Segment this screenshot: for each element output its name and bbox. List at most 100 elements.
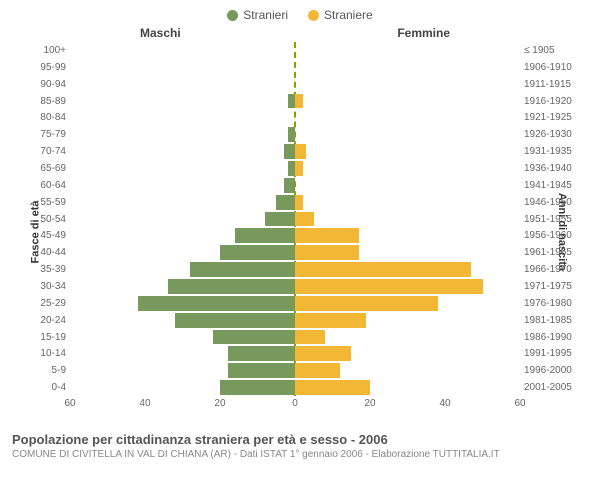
pyramid-row: 75-791926-1930 bbox=[70, 126, 520, 143]
birth-label: 1931-1935 bbox=[524, 146, 578, 157]
bar-area bbox=[70, 329, 520, 346]
birth-label: ≤ 1905 bbox=[524, 45, 578, 56]
female-bar bbox=[295, 144, 306, 159]
age-label: 35-39 bbox=[28, 264, 66, 275]
pyramid-row: 55-591946-1950 bbox=[70, 194, 520, 211]
legend-item-male: Stranieri bbox=[227, 8, 288, 22]
bar-area bbox=[70, 160, 520, 177]
age-label: 60-64 bbox=[28, 180, 66, 191]
bar-area bbox=[70, 93, 520, 110]
pyramid-row: 40-441961-1965 bbox=[70, 244, 520, 261]
age-label: 55-59 bbox=[28, 197, 66, 208]
x-tick: 40 bbox=[139, 398, 150, 409]
bar-area bbox=[70, 109, 520, 126]
male-bar bbox=[213, 330, 296, 345]
bar-area bbox=[70, 143, 520, 160]
age-label: 15-19 bbox=[28, 332, 66, 343]
birth-label: 1926-1930 bbox=[524, 129, 578, 140]
male-bar bbox=[288, 127, 296, 142]
bar-area bbox=[70, 312, 520, 329]
x-tick: 0 bbox=[292, 398, 298, 409]
x-tick: 20 bbox=[364, 398, 375, 409]
footer: Popolazione per cittadinanza straniera p… bbox=[0, 426, 600, 460]
legend-swatch-male bbox=[227, 10, 238, 21]
x-tick: 60 bbox=[514, 398, 525, 409]
pyramid-row: 95-991906-1910 bbox=[70, 59, 520, 76]
bar-area bbox=[70, 379, 520, 396]
birth-label: 1996-2000 bbox=[524, 365, 578, 376]
female-bar bbox=[295, 262, 471, 277]
birth-label: 1971-1975 bbox=[524, 281, 578, 292]
birth-label: 1916-1920 bbox=[524, 96, 578, 107]
birth-label: 1991-1995 bbox=[524, 348, 578, 359]
legend: Stranieri Straniere bbox=[0, 0, 600, 26]
birth-label: 1911-1915 bbox=[524, 79, 578, 90]
birth-label: 1966-1970 bbox=[524, 264, 578, 275]
female-bar bbox=[295, 212, 314, 227]
birth-label: 1956-1960 bbox=[524, 230, 578, 241]
birth-label: 1986-1990 bbox=[524, 332, 578, 343]
bar-area bbox=[70, 59, 520, 76]
male-bar bbox=[288, 161, 296, 176]
bar-area bbox=[70, 227, 520, 244]
bar-area bbox=[70, 362, 520, 379]
plot-area: 100+≤ 190595-991906-191090-941911-191585… bbox=[70, 42, 520, 396]
pyramid-row: 35-391966-1970 bbox=[70, 261, 520, 278]
age-label: 90-94 bbox=[28, 79, 66, 90]
pyramid-row: 45-491956-1960 bbox=[70, 227, 520, 244]
male-bar bbox=[220, 245, 295, 260]
male-bar bbox=[284, 178, 295, 193]
bar-area bbox=[70, 345, 520, 362]
pyramid-row: 50-541951-1955 bbox=[70, 211, 520, 228]
x-tick: 60 bbox=[64, 398, 75, 409]
pyramid-row: 80-841921-1925 bbox=[70, 109, 520, 126]
bar-area bbox=[70, 278, 520, 295]
age-label: 5-9 bbox=[28, 365, 66, 376]
male-bar bbox=[288, 94, 296, 109]
age-label: 80-84 bbox=[28, 112, 66, 123]
legend-label-male: Stranieri bbox=[243, 8, 288, 22]
bar-area bbox=[70, 42, 520, 59]
male-bar bbox=[284, 144, 295, 159]
bar-area bbox=[70, 261, 520, 278]
female-bar bbox=[295, 245, 359, 260]
age-label: 100+ bbox=[28, 45, 66, 56]
male-bar bbox=[265, 212, 295, 227]
legend-swatch-female bbox=[308, 10, 319, 21]
age-label: 25-29 bbox=[28, 298, 66, 309]
birth-label: 1981-1985 bbox=[524, 315, 578, 326]
age-label: 10-14 bbox=[28, 348, 66, 359]
age-label: 65-69 bbox=[28, 163, 66, 174]
bar-area bbox=[70, 295, 520, 312]
male-bar bbox=[175, 313, 295, 328]
male-side-title: Maschi bbox=[140, 26, 181, 40]
age-label: 40-44 bbox=[28, 247, 66, 258]
pyramid-row: 5-91996-2000 bbox=[70, 362, 520, 379]
birth-label: 1936-1940 bbox=[524, 163, 578, 174]
x-tick: 20 bbox=[214, 398, 225, 409]
female-bar bbox=[295, 363, 340, 378]
pyramid-row: 0-42001-2005 bbox=[70, 379, 520, 396]
pyramid-row: 70-741931-1935 bbox=[70, 143, 520, 160]
female-bar bbox=[295, 346, 351, 361]
age-label: 20-24 bbox=[28, 315, 66, 326]
chart-area: Maschi Femmine Fasce di età Anni di nasc… bbox=[20, 26, 580, 426]
birth-label: 1951-1955 bbox=[524, 214, 578, 225]
bar-area bbox=[70, 194, 520, 211]
age-label: 50-54 bbox=[28, 214, 66, 225]
age-label: 75-79 bbox=[28, 129, 66, 140]
male-bar bbox=[228, 346, 296, 361]
bar-area bbox=[70, 177, 520, 194]
pyramid-row: 60-641941-1945 bbox=[70, 177, 520, 194]
birth-label: 1921-1925 bbox=[524, 112, 578, 123]
age-label: 95-99 bbox=[28, 62, 66, 73]
female-bar bbox=[295, 161, 303, 176]
x-axis: 6040200204060 bbox=[70, 398, 520, 414]
birth-label: 2001-2005 bbox=[524, 382, 578, 393]
female-bar bbox=[295, 195, 303, 210]
birth-label: 1961-1965 bbox=[524, 247, 578, 258]
male-bar bbox=[220, 380, 295, 395]
footer-subtitle: COMUNE DI CIVITELLA IN VAL DI CHIANA (AR… bbox=[12, 449, 588, 460]
male-bar bbox=[168, 279, 296, 294]
age-label: 30-34 bbox=[28, 281, 66, 292]
